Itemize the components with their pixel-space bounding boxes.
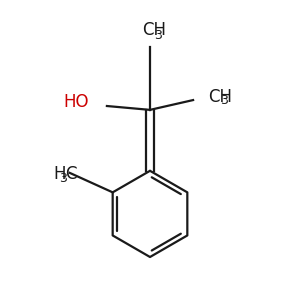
Text: 3: 3 <box>59 172 67 185</box>
Text: C: C <box>65 165 77 183</box>
Text: 3: 3 <box>220 94 228 106</box>
Text: CH: CH <box>208 88 232 106</box>
Text: 3: 3 <box>154 29 162 42</box>
Text: CH: CH <box>142 20 167 38</box>
Text: HO: HO <box>64 93 89 111</box>
Text: H: H <box>53 165 66 183</box>
